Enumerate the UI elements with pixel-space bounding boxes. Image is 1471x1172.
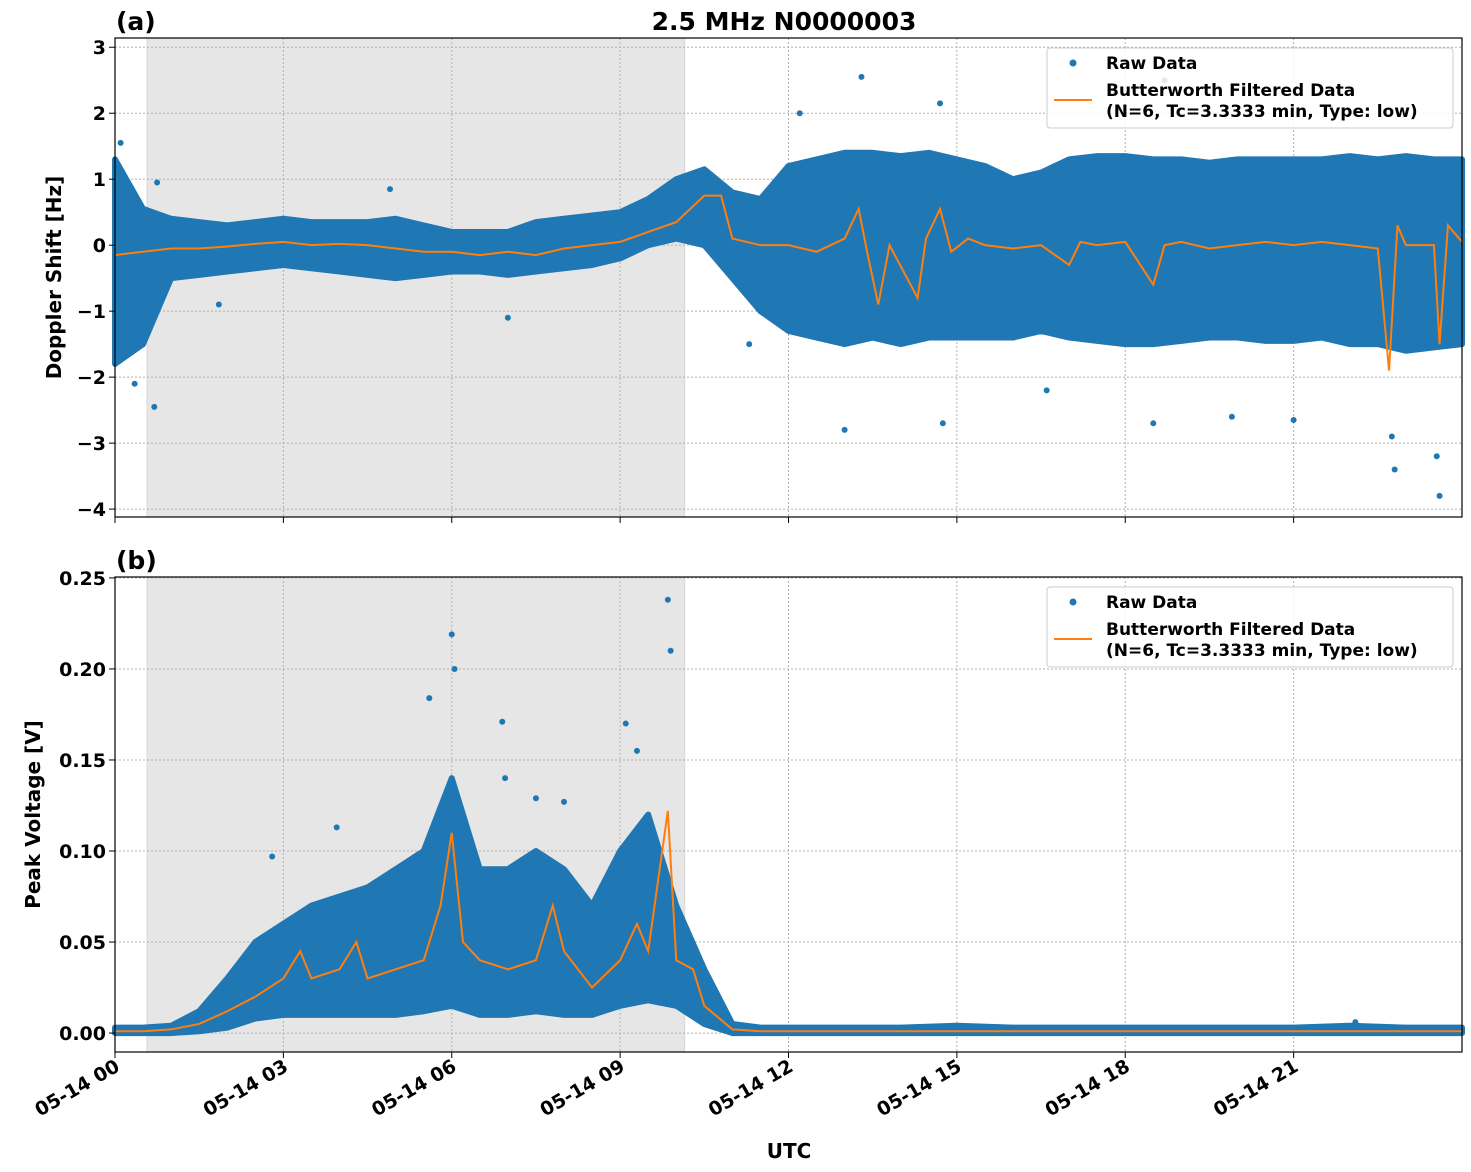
legend: Raw Data Butterworth Filtered Data(N=6, T…: [1046, 47, 1454, 129]
raw-data-point: [151, 403, 158, 410]
raw-data-point: [1043, 387, 1050, 394]
legend-filtered-params: (N=6, Tc=3.3333 min, Type: low): [1106, 641, 1418, 661]
x-tick-label: 05-14 12: [705, 1055, 797, 1121]
legend-filtered-label: Butterworth Filtered Data: [1106, 620, 1355, 640]
raw-data-point: [448, 631, 455, 638]
raw-data-point: [333, 824, 340, 831]
y-tick-label: 0: [93, 235, 106, 257]
raw-data-point: [622, 720, 629, 727]
panel-label: (a): [116, 7, 156, 36]
raw-data-point: [1290, 417, 1297, 424]
y-tick-label: 0.10: [59, 841, 106, 863]
legend-filtered-params: (N=6, Tc=3.3333 min, Type: low): [1106, 102, 1418, 122]
raw-data-point: [796, 110, 803, 117]
raw-data-point: [1391, 466, 1398, 473]
raw-data-point: [532, 795, 539, 802]
raw-data-point: [746, 341, 753, 348]
raw-data-point: [667, 647, 674, 654]
raw-data-point: [117, 139, 124, 146]
raw-data-point: [939, 420, 946, 427]
x-tick-label: 05-14 03: [200, 1055, 292, 1121]
raw-data-point: [858, 73, 865, 80]
x-tick-label: 05-14 00: [31, 1055, 123, 1121]
x-axis-label: UTC: [767, 1139, 812, 1163]
y-tick-label: −3: [77, 433, 106, 455]
y-tick-label: 0.20: [59, 659, 106, 681]
y-tick-label: 0.00: [59, 1023, 106, 1045]
x-tick-label: 05-14 21: [1210, 1055, 1302, 1121]
raw-data-point: [499, 718, 506, 725]
raw-data-point: [215, 301, 222, 308]
panel-b: 0.25 0.20 0.15 0.10 0.05 0.00 05-14 00 05-14 03…: [21, 546, 1465, 1163]
raw-data-point: [269, 853, 276, 860]
raw-data-point: [561, 798, 567, 805]
raw-data-point: [841, 426, 848, 433]
x-tick-label: 05-14 06: [368, 1055, 460, 1121]
panel-label: (b): [116, 546, 157, 575]
legend-raw-label: Raw Data: [1106, 593, 1197, 613]
y-tick-label: 0.15: [59, 750, 106, 772]
x-tick-label: 05-14 15: [873, 1055, 965, 1121]
raw-data-point: [937, 100, 944, 107]
y-tick-label: −2: [77, 367, 106, 389]
legend-raw-label: Raw Data: [1106, 54, 1197, 74]
figure-title: 2.5 MHz N0000003: [652, 7, 917, 36]
legend-raw-marker: [1069, 598, 1077, 606]
legend-box: [1046, 586, 1454, 668]
raw-data-point: [1436, 492, 1443, 499]
raw-data-point: [504, 314, 511, 321]
filtered-data-line: [114, 194, 1463, 371]
legend-raw-marker: [1069, 59, 1077, 67]
raw-data-point: [1433, 453, 1440, 460]
y-tick-label: 0.05: [59, 932, 106, 954]
filtered-data-line: [115, 810, 1462, 1033]
raw-data-point: [633, 747, 640, 754]
raw-data-point: [154, 179, 161, 186]
raw-data-point: [1228, 413, 1235, 420]
y-tick-label: −4: [77, 499, 106, 521]
raw-data-point: [131, 380, 138, 387]
raw-data-point: [1150, 420, 1157, 427]
x-tick-label: 05-14 09: [536, 1055, 628, 1121]
y-tick-label: −1: [77, 301, 106, 323]
y-tick-label: 3: [93, 37, 106, 59]
raw-data-point: [426, 695, 433, 702]
x-tick-label: 05-14 18: [1041, 1055, 1133, 1121]
y-tick-label: 2: [93, 103, 106, 125]
y-axis-label: Peak Voltage [V]: [21, 720, 45, 909]
y-tick-label: 0.25: [59, 568, 106, 590]
raw-data-point: [1388, 433, 1395, 440]
raw-data-point: [664, 596, 671, 603]
raw-data-point: [387, 186, 394, 193]
raw-data-point: [451, 665, 458, 672]
raw-data-point: [502, 775, 509, 782]
legend-filtered-label: Butterworth Filtered Data: [1106, 81, 1355, 101]
legend: Raw Data Butterworth Filtered Data(N=6, T…: [1046, 586, 1454, 668]
panel-a: 3 2 1 0 −1 −2 −3 −4 (a) Doppler Shift [Hz] Raw Dat…: [42, 7, 1465, 523]
y-tick-label: 1: [93, 169, 106, 191]
y-axis-label: Doppler Shift [Hz]: [42, 176, 66, 380]
legend-box: [1046, 47, 1454, 129]
raw-data-point: [1352, 1019, 1359, 1026]
